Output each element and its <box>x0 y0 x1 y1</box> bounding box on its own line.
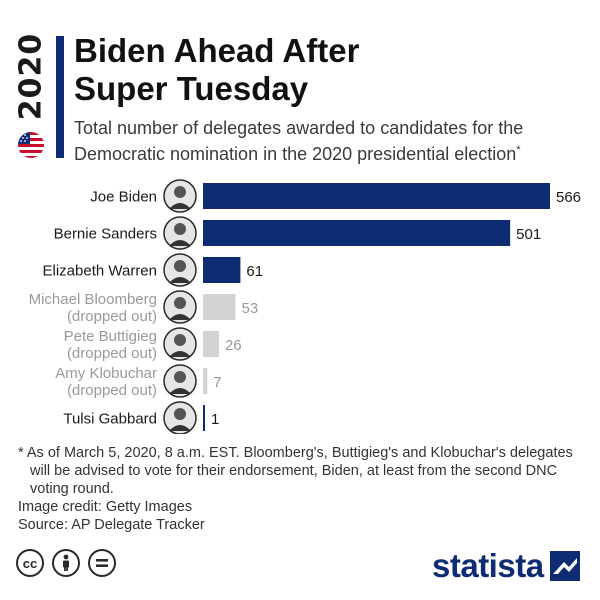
footnote-block: * As of March 5, 2020, 8 a.m. EST. Bloom… <box>18 444 578 534</box>
bar <box>203 183 550 209</box>
subtitle-line-1: Total number of delegates awarded to can… <box>74 118 524 138</box>
us-flag-icon <box>18 132 44 158</box>
person-icon[interactable] <box>52 549 80 577</box>
chart-title: Biden Ahead After Super Tuesday <box>74 32 584 108</box>
title-line-1: Biden Ahead After <box>74 32 360 69</box>
license-icons: cc <box>16 549 116 577</box>
subtitle-footnote-marker: * <box>516 144 521 156</box>
subtitle-line-2: Democratic nomination in the 2020 presid… <box>74 144 517 164</box>
bar <box>203 220 511 246</box>
value-label: 566 <box>556 189 581 206</box>
category-note: (dropped out) <box>67 345 157 362</box>
candidate-portrait-icon <box>163 364 197 398</box>
cc-icon[interactable]: cc <box>16 549 44 577</box>
value-label: 26 <box>225 337 242 354</box>
bar-chart: Joe Biden 566 Bernie Sanders 501 Elizabeth W… <box>29 179 581 434</box>
category-label: Amy Klobuchar <box>55 365 157 382</box>
value-label: 501 <box>516 226 541 243</box>
bar <box>203 257 241 283</box>
statista-logo-text: statista <box>432 547 544 584</box>
category-label: Pete Buttigieg <box>64 328 157 345</box>
title-line-2: Super Tuesday <box>74 70 309 107</box>
footnote-text: * As of March 5, 2020, 8 a.m. EST. Bloom… <box>18 445 573 497</box>
candidate-portrait-icon <box>163 401 197 434</box>
category-note: (dropped out) <box>67 308 157 325</box>
value-label: 1 <box>211 411 219 428</box>
statista-logo[interactable]: statista <box>432 547 580 585</box>
category-label: Bernie Sanders <box>54 226 157 243</box>
candidate-portrait-icon <box>163 216 197 250</box>
image-credit: Image credit: Getty Images <box>18 499 193 515</box>
equals-icon[interactable] <box>88 549 116 577</box>
title-accent-bar <box>56 36 64 158</box>
candidate-portrait-icon <box>163 179 197 213</box>
candidate-portrait-icon <box>163 327 197 361</box>
value-label: 53 <box>241 300 258 317</box>
year-text: 2020 <box>13 32 49 120</box>
bar <box>203 405 205 431</box>
bar <box>203 294 236 320</box>
category-label: Michael Bloomberg <box>29 291 157 308</box>
value-label: 61 <box>246 263 263 280</box>
bar <box>203 368 208 394</box>
category-label: Tulsi Gabbard <box>63 411 157 428</box>
bar <box>203 331 219 357</box>
chart-subtitle: Total number of delegates awarded to can… <box>74 117 594 165</box>
candidate-portrait-icon <box>163 253 197 287</box>
statista-logo-icon <box>549 551 580 581</box>
source-text: Source: AP Delegate Tracker <box>18 517 205 533</box>
category-label: Elizabeth Warren <box>43 263 158 280</box>
year-label: 2020 <box>14 32 49 120</box>
candidate-portrait-icon <box>163 290 197 324</box>
value-label: 7 <box>213 374 221 391</box>
category-label: Joe Biden <box>90 189 157 206</box>
category-note: (dropped out) <box>67 382 157 399</box>
